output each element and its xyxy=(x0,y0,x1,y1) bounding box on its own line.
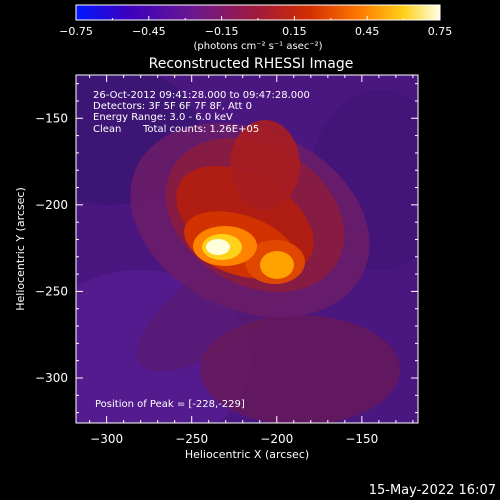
x-tick-label: −300 xyxy=(90,432,123,446)
colorbar-tick-label: 0.75 xyxy=(428,25,453,38)
annotation-energy: Energy Range: 3.0 - 6.0 keV xyxy=(93,112,233,123)
annotation-time-range: 26-Oct-2012 09:41:28.000 to 09:47:28.000 xyxy=(93,90,310,101)
colorbar-tick-label: 0.15 xyxy=(282,25,307,38)
axis-ticks: −300 −250 −200 −150 −150 −200 −250 −300 xyxy=(35,75,418,446)
footer-timestamp: 15-May-2022 16:07 xyxy=(369,483,496,498)
colorbar-tick-label: −0.45 xyxy=(132,25,166,38)
annotation-method: Clean xyxy=(93,124,121,135)
y-tick-label: −300 xyxy=(35,371,68,385)
colorbar xyxy=(75,4,441,21)
colorbar-tick-label: −0.75 xyxy=(59,25,93,38)
chart-title: Reconstructed RHESSI Image xyxy=(149,56,354,72)
colorbar-tick-label: 0.45 xyxy=(355,25,380,38)
annotation-peak: Position of Peak = [-228,-229] xyxy=(95,399,245,410)
y-axis-label: Heliocentric Y (arcsec) xyxy=(14,187,27,311)
y-tick-label: −250 xyxy=(35,284,68,298)
heatmap-image xyxy=(76,75,418,423)
x-axis-label: Heliocentric X (arcsec) xyxy=(185,448,309,461)
annotation-counts: Total counts: 1.26E+05 xyxy=(142,124,259,135)
x-tick-label: −200 xyxy=(260,432,293,446)
y-tick-label: −150 xyxy=(35,111,68,125)
x-tick-label: −150 xyxy=(345,432,378,446)
colorbar-ticks: −0.75 −0.45 −0.15 0.15 0.45 0.75 xyxy=(59,16,452,38)
x-tick-label: −250 xyxy=(175,432,208,446)
colorbar-unit-label: (photons cm⁻² s⁻¹ asec⁻²) xyxy=(193,41,322,52)
plot-frame xyxy=(75,74,419,424)
y-tick-label: −200 xyxy=(35,198,68,212)
annotation-detectors: Detectors: 3F 5F 6F 7F 8F, Att 0 xyxy=(93,101,252,112)
colorbar-tick-label: −0.15 xyxy=(205,25,239,38)
